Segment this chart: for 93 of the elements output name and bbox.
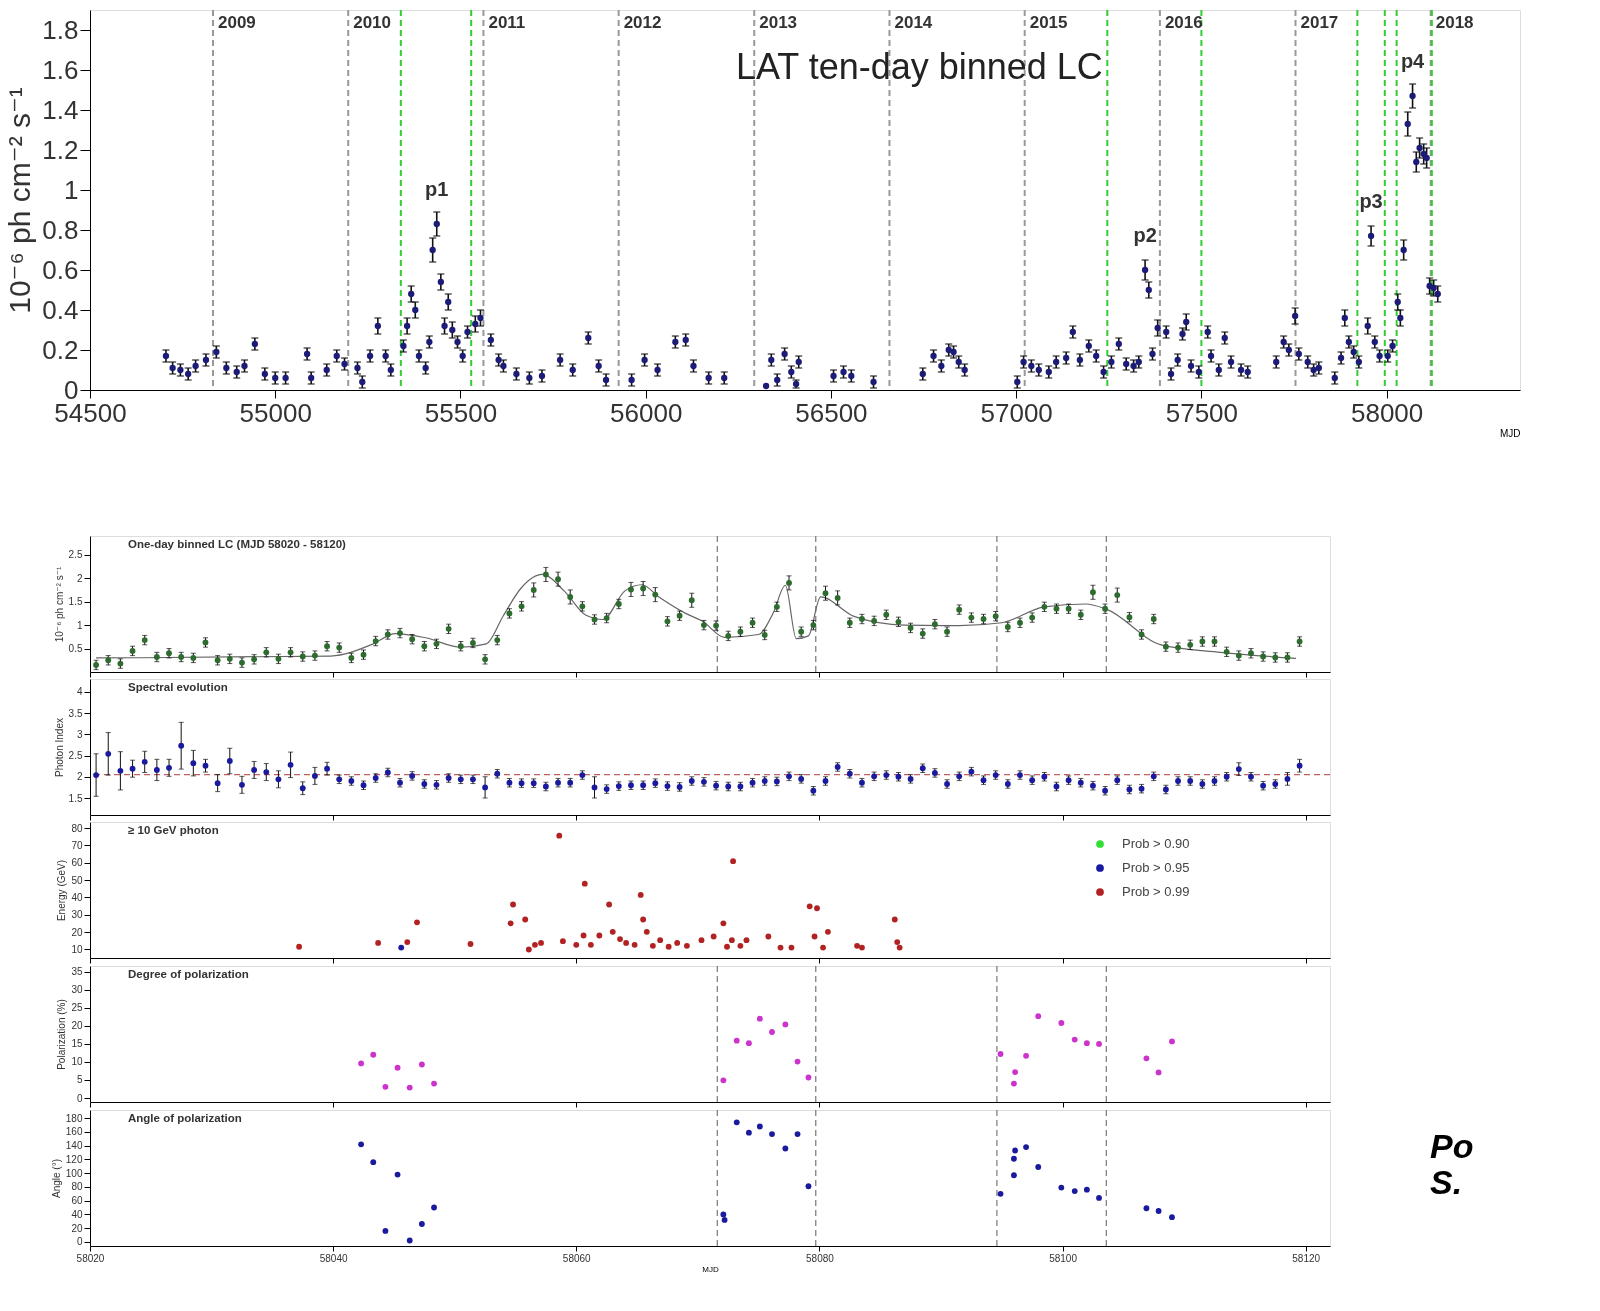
annotation: 2011 xyxy=(488,13,526,32)
chart-title: One-day binned LC (MJD 58020 - 58120) xyxy=(128,538,347,550)
y-tick-label: 4 xyxy=(76,686,83,698)
y-tick-label: 0.2 xyxy=(42,334,79,365)
y-tick-label: 1.6 xyxy=(42,54,79,85)
y-tick-label: 35 xyxy=(71,966,83,978)
y-tick-label: 60 xyxy=(71,1195,83,1207)
y-tick-label: 10 xyxy=(71,1056,83,1068)
annotation: 2010 xyxy=(353,13,392,32)
y-tick-label: 1.5 xyxy=(68,596,83,608)
x-tick-label: 57500 xyxy=(1165,397,1239,428)
x-tick-label: 58120 xyxy=(1292,1252,1321,1264)
y-tick-label: 80 xyxy=(71,822,83,834)
y-tick-label: 0.4 xyxy=(42,294,79,325)
x-tick-label: 58020 xyxy=(76,1252,105,1264)
y-tick-label: 1.4 xyxy=(42,94,79,125)
y-axis-title: 10⁻⁶ ph cm⁻² s⁻¹ xyxy=(53,566,65,643)
y-tick-label: 70 xyxy=(71,839,83,851)
y-tick-label: 160 xyxy=(65,1126,83,1138)
chart-title: Angle of polarization xyxy=(128,1112,242,1124)
y-tick-label: 0.5 xyxy=(68,643,83,655)
x-tick-label: 58080 xyxy=(806,1252,835,1264)
y-tick-label: 3.5 xyxy=(68,707,83,719)
y-tick-label: 60 xyxy=(71,857,83,869)
x-tick-label: 55500 xyxy=(424,397,498,428)
x-tick-label: 58100 xyxy=(1049,1252,1078,1264)
y-tick-label: 30 xyxy=(71,984,83,996)
x-axis-title: MJD xyxy=(702,1264,719,1274)
y-tick-label: 2 xyxy=(76,572,83,584)
y-tick-label: 5 xyxy=(76,1074,83,1086)
chart-title: Degree of polarization xyxy=(128,968,249,980)
x-axis-title: MJD xyxy=(1499,427,1521,439)
annotation: p2 xyxy=(1133,224,1157,246)
annotation: 2016 xyxy=(1164,13,1203,32)
y-tick-label: 0.8 xyxy=(42,214,79,245)
y-tick-label: 25 xyxy=(71,1002,83,1014)
y-tick-label: 0.6 xyxy=(42,254,79,285)
y-tick-label: 1.5 xyxy=(68,792,83,804)
x-tick-label: 56000 xyxy=(610,397,683,428)
y-tick-label: 10 xyxy=(71,943,83,955)
legend-label: Prob > 0.99 xyxy=(1122,884,1190,899)
y-tick-label: 0 xyxy=(76,1236,83,1248)
legend-label: Prob > 0.90 xyxy=(1122,836,1190,851)
y-tick-label: 100 xyxy=(65,1167,83,1179)
y-tick-label: 0 xyxy=(76,1092,83,1104)
x-tick-label: 57000 xyxy=(980,397,1053,428)
x-tick-label: 56500 xyxy=(795,397,868,428)
annotation: 2012 xyxy=(623,13,662,32)
y-axis-title: Photon Index xyxy=(53,718,65,777)
chart-title: ≥ 10 GeV photon xyxy=(128,824,219,836)
y-tick-label: 3 xyxy=(76,728,83,740)
y-tick-label: 40 xyxy=(71,1208,83,1220)
x-tick-label: 58000 xyxy=(1350,397,1424,428)
legend-label: Prob > 0.95 xyxy=(1122,860,1190,875)
annotation: p3 xyxy=(1359,190,1383,212)
text: S. xyxy=(1430,1163,1463,1201)
x-tick-label: 55000 xyxy=(239,397,312,428)
text: Po xyxy=(1430,1127,1474,1165)
text: LAT ten-day binned LC xyxy=(735,46,1103,87)
x-tick-label: 58040 xyxy=(319,1252,348,1264)
y-tick-label: 15 xyxy=(71,1038,83,1050)
y-tick-label: 0 xyxy=(64,374,79,405)
y-tick-label: 2.5 xyxy=(68,750,83,761)
annotation: 2015 xyxy=(1029,13,1068,32)
y-tick-label: 180 xyxy=(65,1112,83,1124)
annotation: p4 xyxy=(1400,50,1426,72)
y-tick-label: 50 xyxy=(71,874,83,886)
annotation: 2018 xyxy=(1435,13,1474,32)
y-tick-label: 1 xyxy=(64,174,79,205)
y-tick-label: 40 xyxy=(71,891,83,903)
y-tick-label: 1.2 xyxy=(42,134,79,165)
y-axis-title: Energy (GeV) xyxy=(56,859,68,922)
y-tick-label: 140 xyxy=(65,1140,83,1152)
x-tick-label: 58060 xyxy=(562,1252,592,1264)
y-tick-label: 2.5 xyxy=(68,549,83,561)
y-axis-title: Angle (°) xyxy=(50,1158,62,1199)
y-tick-label: 2 xyxy=(76,771,83,783)
annotation: p1 xyxy=(425,178,449,200)
annotation: 2014 xyxy=(894,13,933,32)
y-tick-label: 30 xyxy=(71,909,83,921)
chart-title: Spectral evolution xyxy=(128,681,228,693)
y-axis-title: Polarization (%) xyxy=(56,999,68,1070)
y-tick-label: 20 xyxy=(71,1222,83,1234)
y-tick-label: 20 xyxy=(71,926,83,938)
y-axis-title: 10⁻⁶ ph cm⁻² s⁻¹ xyxy=(3,87,37,314)
y-tick-label: 80 xyxy=(71,1181,83,1193)
y-tick-label: 1.8 xyxy=(42,14,79,45)
annotation: 2013 xyxy=(759,13,798,32)
annotation: 2009 xyxy=(217,13,256,32)
y-tick-label: 120 xyxy=(65,1153,83,1165)
annotation: 2017 xyxy=(1300,13,1339,32)
y-tick-label: 1 xyxy=(76,619,83,631)
y-tick-label: 20 xyxy=(71,1020,83,1032)
